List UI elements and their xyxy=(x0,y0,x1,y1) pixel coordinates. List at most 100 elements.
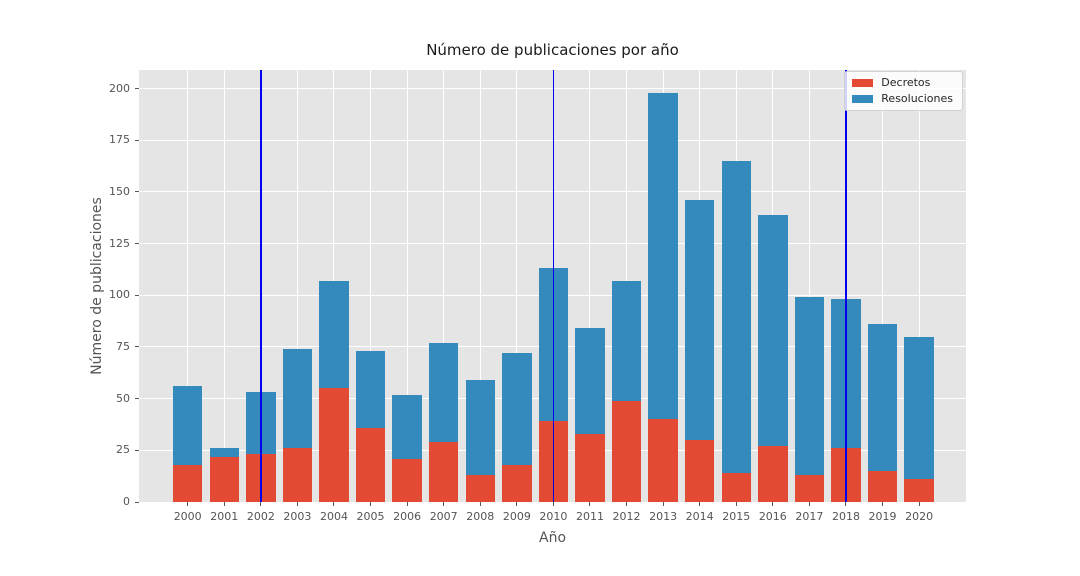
y-tick-label-200: 200 xyxy=(109,81,130,95)
x-tick-2001 xyxy=(223,502,225,506)
bar-resoluciones-2004 xyxy=(319,280,349,389)
gridline-h-150 xyxy=(139,191,966,193)
gridline-v-2003 xyxy=(296,70,298,502)
bar-decretos-2013 xyxy=(648,419,678,502)
gridline-h-175 xyxy=(139,139,966,141)
gridline-v-2007 xyxy=(443,70,445,502)
bar-resoluciones-2008 xyxy=(465,380,495,476)
x-tick-label-2001: 2001 xyxy=(210,510,239,523)
bar-decretos-2001 xyxy=(209,456,240,502)
y-tick-200 xyxy=(135,88,139,90)
bar-resoluciones-2011 xyxy=(575,328,605,434)
bar-decretos-2006 xyxy=(392,458,422,502)
bar-decretos-2009 xyxy=(502,464,532,502)
y-tick-label-100: 100 xyxy=(109,288,130,302)
x-tick-label-2005: 2005 xyxy=(356,510,385,523)
vline-2010 xyxy=(552,70,555,502)
gridline-v-2006 xyxy=(406,70,408,502)
x-tick-2014 xyxy=(699,502,701,506)
bar-resoluciones-2001 xyxy=(209,448,240,457)
legend: Decretos Resoluciones xyxy=(844,71,963,111)
x-tick-label-2007: 2007 xyxy=(429,510,458,523)
legend-label-resoluciones: Resoluciones xyxy=(881,92,953,105)
y-tick-100 xyxy=(135,294,139,296)
x-tick-label-2002: 2002 xyxy=(246,510,275,523)
legend-entry-decretos: Decretos xyxy=(852,77,953,89)
gridline-v-2005 xyxy=(370,70,372,502)
x-tick-2003 xyxy=(296,502,298,506)
gridline-v-2008 xyxy=(479,70,481,502)
x-tick-label-2013: 2013 xyxy=(649,510,678,523)
bar-decretos-2016 xyxy=(758,446,788,502)
resoluciones-swatch-icon xyxy=(852,95,874,103)
vline-2018 xyxy=(845,70,847,502)
y-tick-75 xyxy=(135,346,139,348)
y-tick-label-175: 175 xyxy=(109,133,130,147)
gridline-v-2009 xyxy=(516,70,518,502)
x-tick-label-2012: 2012 xyxy=(612,510,641,523)
y-tick-25 xyxy=(135,449,139,451)
x-tick-2002 xyxy=(260,502,262,506)
x-tick-2008 xyxy=(479,502,481,506)
chart-title: Número de publicaciones por año xyxy=(426,41,679,59)
gridline-v-2001 xyxy=(223,70,225,502)
x-tick-label-2015: 2015 xyxy=(722,510,751,523)
x-tick-label-2008: 2008 xyxy=(466,510,495,523)
bar-decretos-2020 xyxy=(904,479,934,502)
y-tick-125 xyxy=(135,243,139,245)
x-tick-label-2000: 2000 xyxy=(173,510,202,523)
x-tick-2019 xyxy=(882,502,884,506)
bar-decretos-2007 xyxy=(428,442,459,502)
y-tick-label-25: 25 xyxy=(116,443,130,457)
y-tick-label-150: 150 xyxy=(109,184,130,198)
bar-resoluciones-2016 xyxy=(758,214,788,447)
x-tick-label-2017: 2017 xyxy=(795,510,824,523)
x-tick-2017 xyxy=(808,502,810,506)
y-tick-50 xyxy=(135,398,139,400)
y-tick-label-125: 125 xyxy=(109,236,130,250)
x-tick-2010 xyxy=(552,502,554,506)
bar-decretos-2014 xyxy=(684,440,715,502)
gridline-v-2011 xyxy=(589,70,591,502)
bar-resoluciones-2005 xyxy=(355,351,386,428)
x-tick-label-2009: 2009 xyxy=(502,510,531,523)
bar-decretos-2015 xyxy=(721,473,751,502)
x-tick-2006 xyxy=(406,502,408,506)
decretos-swatch-icon xyxy=(852,79,874,87)
gridline-v-2000 xyxy=(187,70,189,502)
x-tick-2018 xyxy=(845,502,847,506)
x-tick-label-2003: 2003 xyxy=(283,510,312,523)
bar-resoluciones-2009 xyxy=(502,353,532,465)
x-tick-label-2011: 2011 xyxy=(575,510,604,523)
bar-resoluciones-2020 xyxy=(904,336,934,480)
x-tick-label-2019: 2019 xyxy=(868,510,897,523)
x-tick-2007 xyxy=(443,502,445,506)
bar-decretos-2000 xyxy=(172,464,203,502)
x-tick-2000 xyxy=(187,502,189,506)
x-tick-2020 xyxy=(918,502,920,506)
bar-resoluciones-2017 xyxy=(794,297,825,476)
x-tick-label-2010: 2010 xyxy=(539,510,568,523)
bar-decretos-2005 xyxy=(355,427,386,502)
bar-decretos-2012 xyxy=(611,400,642,502)
y-tick-0 xyxy=(135,501,139,503)
bar-resoluciones-2003 xyxy=(282,349,313,449)
x-tick-label-2014: 2014 xyxy=(685,510,714,523)
bar-decretos-2003 xyxy=(282,448,313,502)
x-tick-2011 xyxy=(589,502,591,506)
bar-resoluciones-2015 xyxy=(721,160,751,474)
x-tick-2016 xyxy=(772,502,774,506)
y-tick-label-75: 75 xyxy=(116,339,130,353)
bar-resoluciones-2019 xyxy=(867,324,898,471)
bar-resoluciones-2000 xyxy=(172,386,203,465)
bar-resoluciones-2012 xyxy=(611,280,642,401)
y-tick-175 xyxy=(135,139,139,141)
x-tick-label-2004: 2004 xyxy=(319,510,348,523)
y-tick-label-0: 0 xyxy=(123,495,130,508)
gridline-v-2020 xyxy=(918,70,920,502)
x-tick-label-2020: 2020 xyxy=(905,510,934,523)
bar-resoluciones-2014 xyxy=(684,200,715,440)
x-tick-2004 xyxy=(333,502,335,506)
bar-decretos-2008 xyxy=(465,475,495,502)
